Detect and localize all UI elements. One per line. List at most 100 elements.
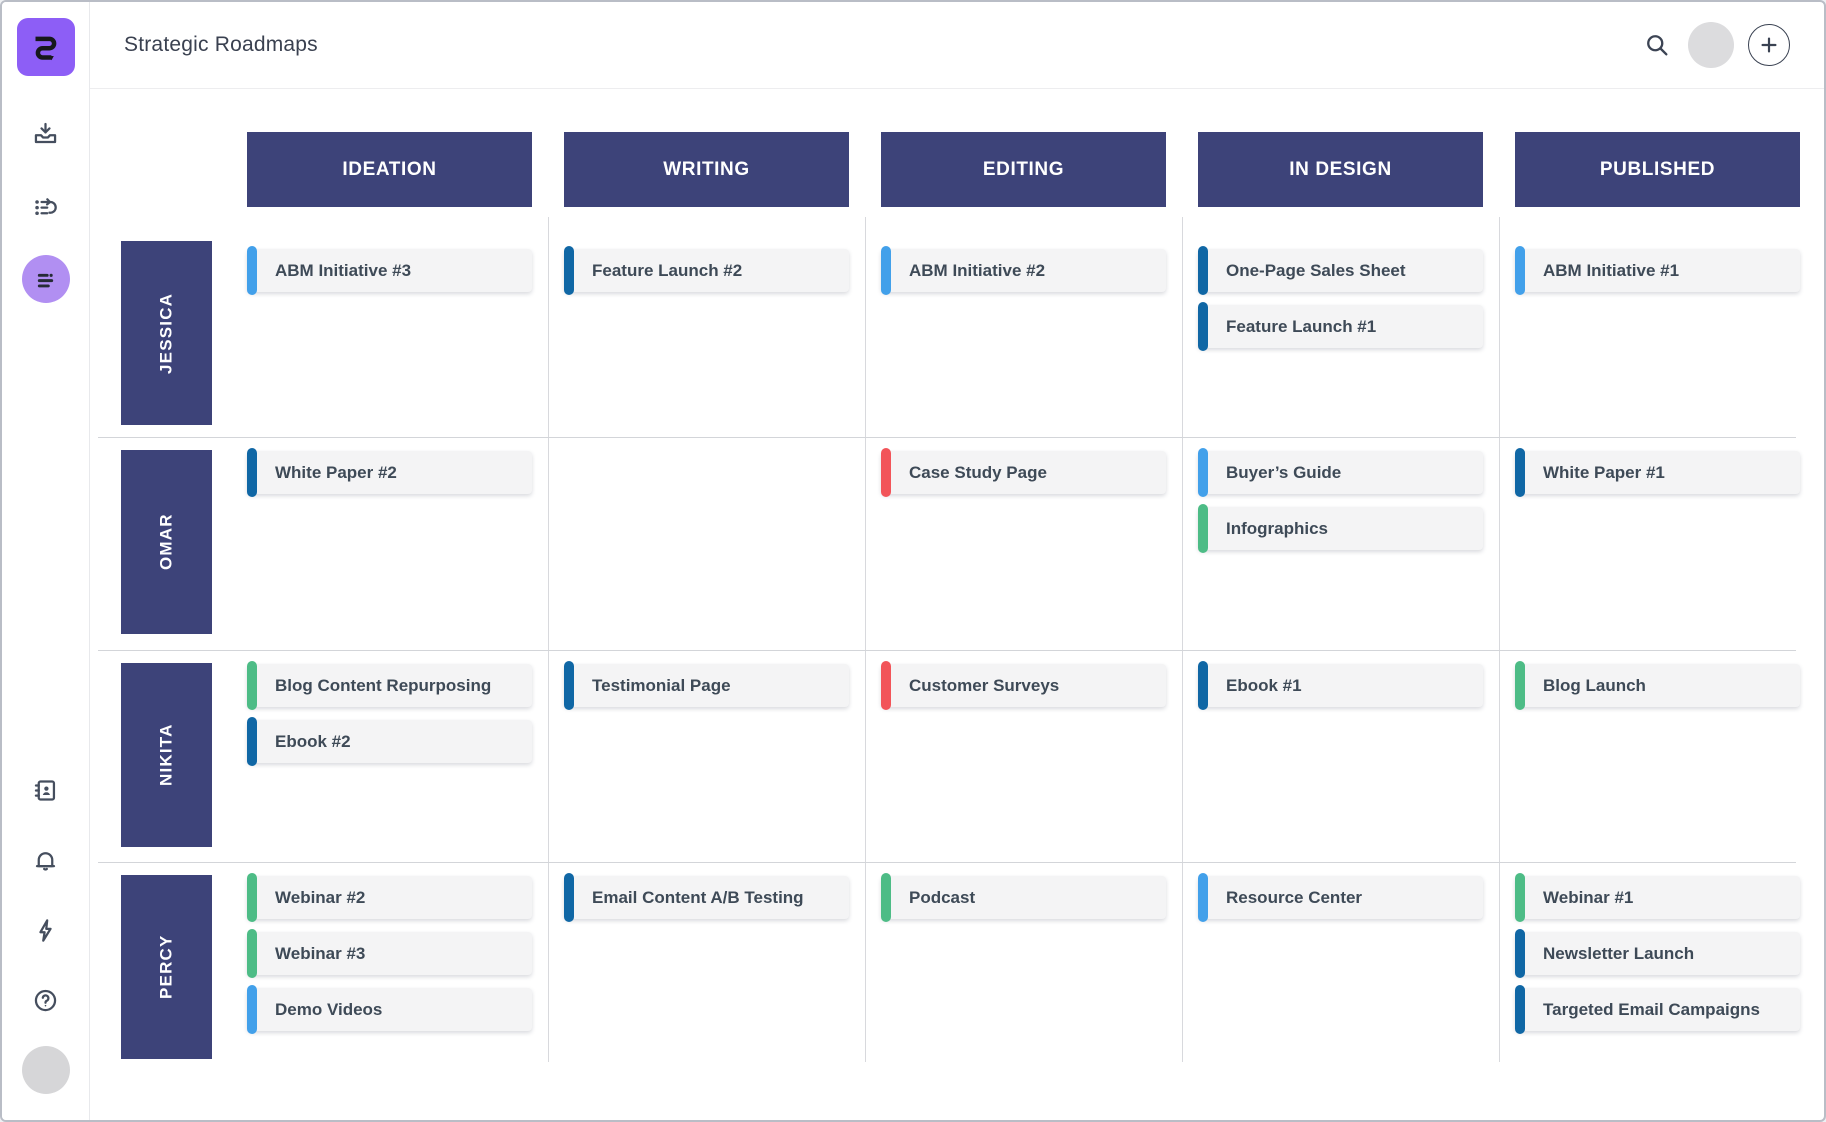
card-accent-bar: [881, 661, 891, 710]
board-cell: Testimonial Page: [564, 650, 849, 720]
board-row: OMAR White Paper #2 Case Study Page Buyer’s…: [121, 437, 1824, 650]
board-rows: JESSICA ABM Initiative #3 Feature Launch #…: [121, 217, 1824, 1062]
card-title: Case Study Page: [909, 462, 1047, 482]
board-cell: ABM Initiative #2: [881, 217, 1166, 305]
card-accent-bar: [564, 873, 574, 922]
import-tray-icon[interactable]: [22, 109, 70, 157]
grid-line-horizontal: [98, 437, 1796, 438]
roadmap-card[interactable]: Case Study Page: [881, 448, 1166, 497]
board-cell: Podcast: [881, 862, 1166, 932]
column-header-row: IDEATION WRITING EDITING IN DESIGN PUBLISHED: [121, 132, 1824, 207]
column-header: IN DESIGN: [1198, 132, 1483, 207]
roadmap-card[interactable]: ABM Initiative #1: [1515, 246, 1800, 295]
board-row: JESSICA ABM Initiative #3 Feature Launch #…: [121, 217, 1824, 437]
roadmap-card[interactable]: Newsletter Launch: [1515, 929, 1800, 978]
roadmap-card[interactable]: ABM Initiative #2: [881, 246, 1166, 295]
card-title: Webinar #2: [275, 887, 366, 907]
roadmap-card[interactable]: Feature Launch #2: [564, 246, 849, 295]
card-title: One-Page Sales Sheet: [1226, 260, 1406, 280]
top-bar-actions: [1640, 22, 1790, 68]
board-cell: [564, 437, 849, 451]
row-label: JESSICA: [121, 241, 212, 425]
column-header: EDITING: [881, 132, 1166, 207]
roadmap-card[interactable]: Ebook #1: [1198, 661, 1483, 710]
row-label: PERCY: [121, 875, 212, 1059]
board-cell: Resource Center: [1198, 862, 1483, 932]
help-icon[interactable]: [22, 976, 70, 1024]
roadmap-card[interactable]: Buyer’s Guide: [1198, 448, 1483, 497]
roadmap-card[interactable]: Customer Surveys: [881, 661, 1166, 710]
roadmap-card[interactable]: Feature Launch #1: [1198, 302, 1483, 351]
card-title: Infographics: [1226, 518, 1329, 538]
board-cell: ABM Initiative #3: [247, 217, 532, 305]
top-bar: Strategic Roadmaps: [90, 2, 1824, 89]
roadmap-card[interactable]: White Paper #1: [1515, 448, 1800, 497]
card-accent-bar: [1515, 448, 1525, 497]
board-cell: Customer Surveys: [881, 650, 1166, 720]
board-cell: White Paper #2: [247, 437, 532, 507]
sidebar-avatar[interactable]: [21, 1046, 70, 1094]
roadmap-card[interactable]: Webinar #2: [247, 873, 532, 922]
roadmap-card[interactable]: ABM Initiative #3: [247, 246, 532, 295]
card-accent-bar: [1198, 448, 1208, 497]
add-button[interactable]: [1748, 24, 1790, 66]
card-title: Webinar #1: [1543, 887, 1634, 907]
roadmap-card[interactable]: Webinar #3: [247, 929, 532, 978]
card-title: Blog Launch: [1543, 675, 1646, 695]
card-accent-bar: [247, 448, 257, 497]
card-title: ABM Initiative #3: [275, 260, 412, 280]
roadmap-card[interactable]: Blog Content Repurposing: [247, 661, 532, 710]
roadmap-card[interactable]: Targeted Email Campaigns: [1515, 985, 1800, 1034]
roadmap-card[interactable]: Ebook #2: [247, 717, 532, 766]
page-title: Strategic Roadmaps: [124, 33, 318, 56]
board-cell: One-Page Sales Sheet Feature Launch #1: [1198, 217, 1483, 361]
contacts-icon[interactable]: [22, 766, 70, 814]
card-accent-bar: [1515, 873, 1525, 922]
card-title: Feature Launch #1: [1226, 316, 1377, 336]
roadmap-card[interactable]: Demo Videos: [247, 985, 532, 1034]
card-title: Newsletter Launch: [1543, 943, 1695, 963]
lightning-icon[interactable]: [22, 906, 70, 954]
roadmap-card[interactable]: White Paper #2: [247, 448, 532, 497]
board-cell: Blog Content Repurposing Ebook #2: [247, 650, 532, 776]
card-title: Targeted Email Campaigns: [1543, 999, 1760, 1019]
card-title: Email Content A/B Testing: [592, 887, 804, 907]
grid-line-vertical: [548, 217, 549, 1062]
card-accent-bar: [1515, 661, 1525, 710]
roadmap-card[interactable]: Email Content A/B Testing: [564, 873, 849, 922]
user-avatar[interactable]: [1688, 22, 1734, 68]
roadmap-card[interactable]: Infographics: [1198, 504, 1483, 553]
card-accent-bar: [564, 661, 574, 710]
roadmap-card[interactable]: Webinar #1: [1515, 873, 1800, 922]
card-accent-bar: [247, 929, 257, 978]
roadmap-card[interactable]: One-Page Sales Sheet: [1198, 246, 1483, 295]
card-accent-bar: [1198, 661, 1208, 710]
card-title: Customer Surveys: [909, 675, 1060, 695]
app-logo-button[interactable]: [16, 18, 75, 76]
card-accent-bar: [247, 717, 257, 766]
list-history-icon[interactable]: [22, 182, 70, 230]
search-icon[interactable]: [1640, 28, 1674, 62]
roadmap-sliders-icon[interactable]: [21, 255, 70, 303]
card-accent-bar: [1515, 246, 1525, 295]
card-title: Blog Content Repurposing: [275, 675, 492, 695]
card-title: Testimonial Page: [592, 675, 731, 695]
roadmap-card[interactable]: Testimonial Page: [564, 661, 849, 710]
card-title: Resource Center: [1226, 887, 1363, 907]
roadmap-card[interactable]: Resource Center: [1198, 873, 1483, 922]
grid-line-vertical: [865, 217, 866, 1062]
card-title: Webinar #3: [275, 943, 366, 963]
card-title: Feature Launch #2: [592, 260, 743, 280]
card-accent-bar: [247, 246, 257, 295]
card-accent-bar: [1198, 246, 1208, 295]
row-label: OMAR: [121, 450, 212, 634]
roadmap-card[interactable]: Blog Launch: [1515, 661, 1800, 710]
card-title: ABM Initiative #2: [909, 260, 1046, 280]
bell-icon[interactable]: [22, 836, 70, 884]
card-title: Buyer’s Guide: [1226, 462, 1342, 482]
board-cell: Ebook #1: [1198, 650, 1483, 720]
roadmap-board: IDEATION WRITING EDITING IN DESIGN PUBLISHED…: [90, 89, 1824, 1120]
card-title: White Paper #1: [1543, 462, 1665, 482]
grid-line-horizontal: [98, 650, 1796, 651]
roadmap-card[interactable]: Podcast: [881, 873, 1166, 922]
